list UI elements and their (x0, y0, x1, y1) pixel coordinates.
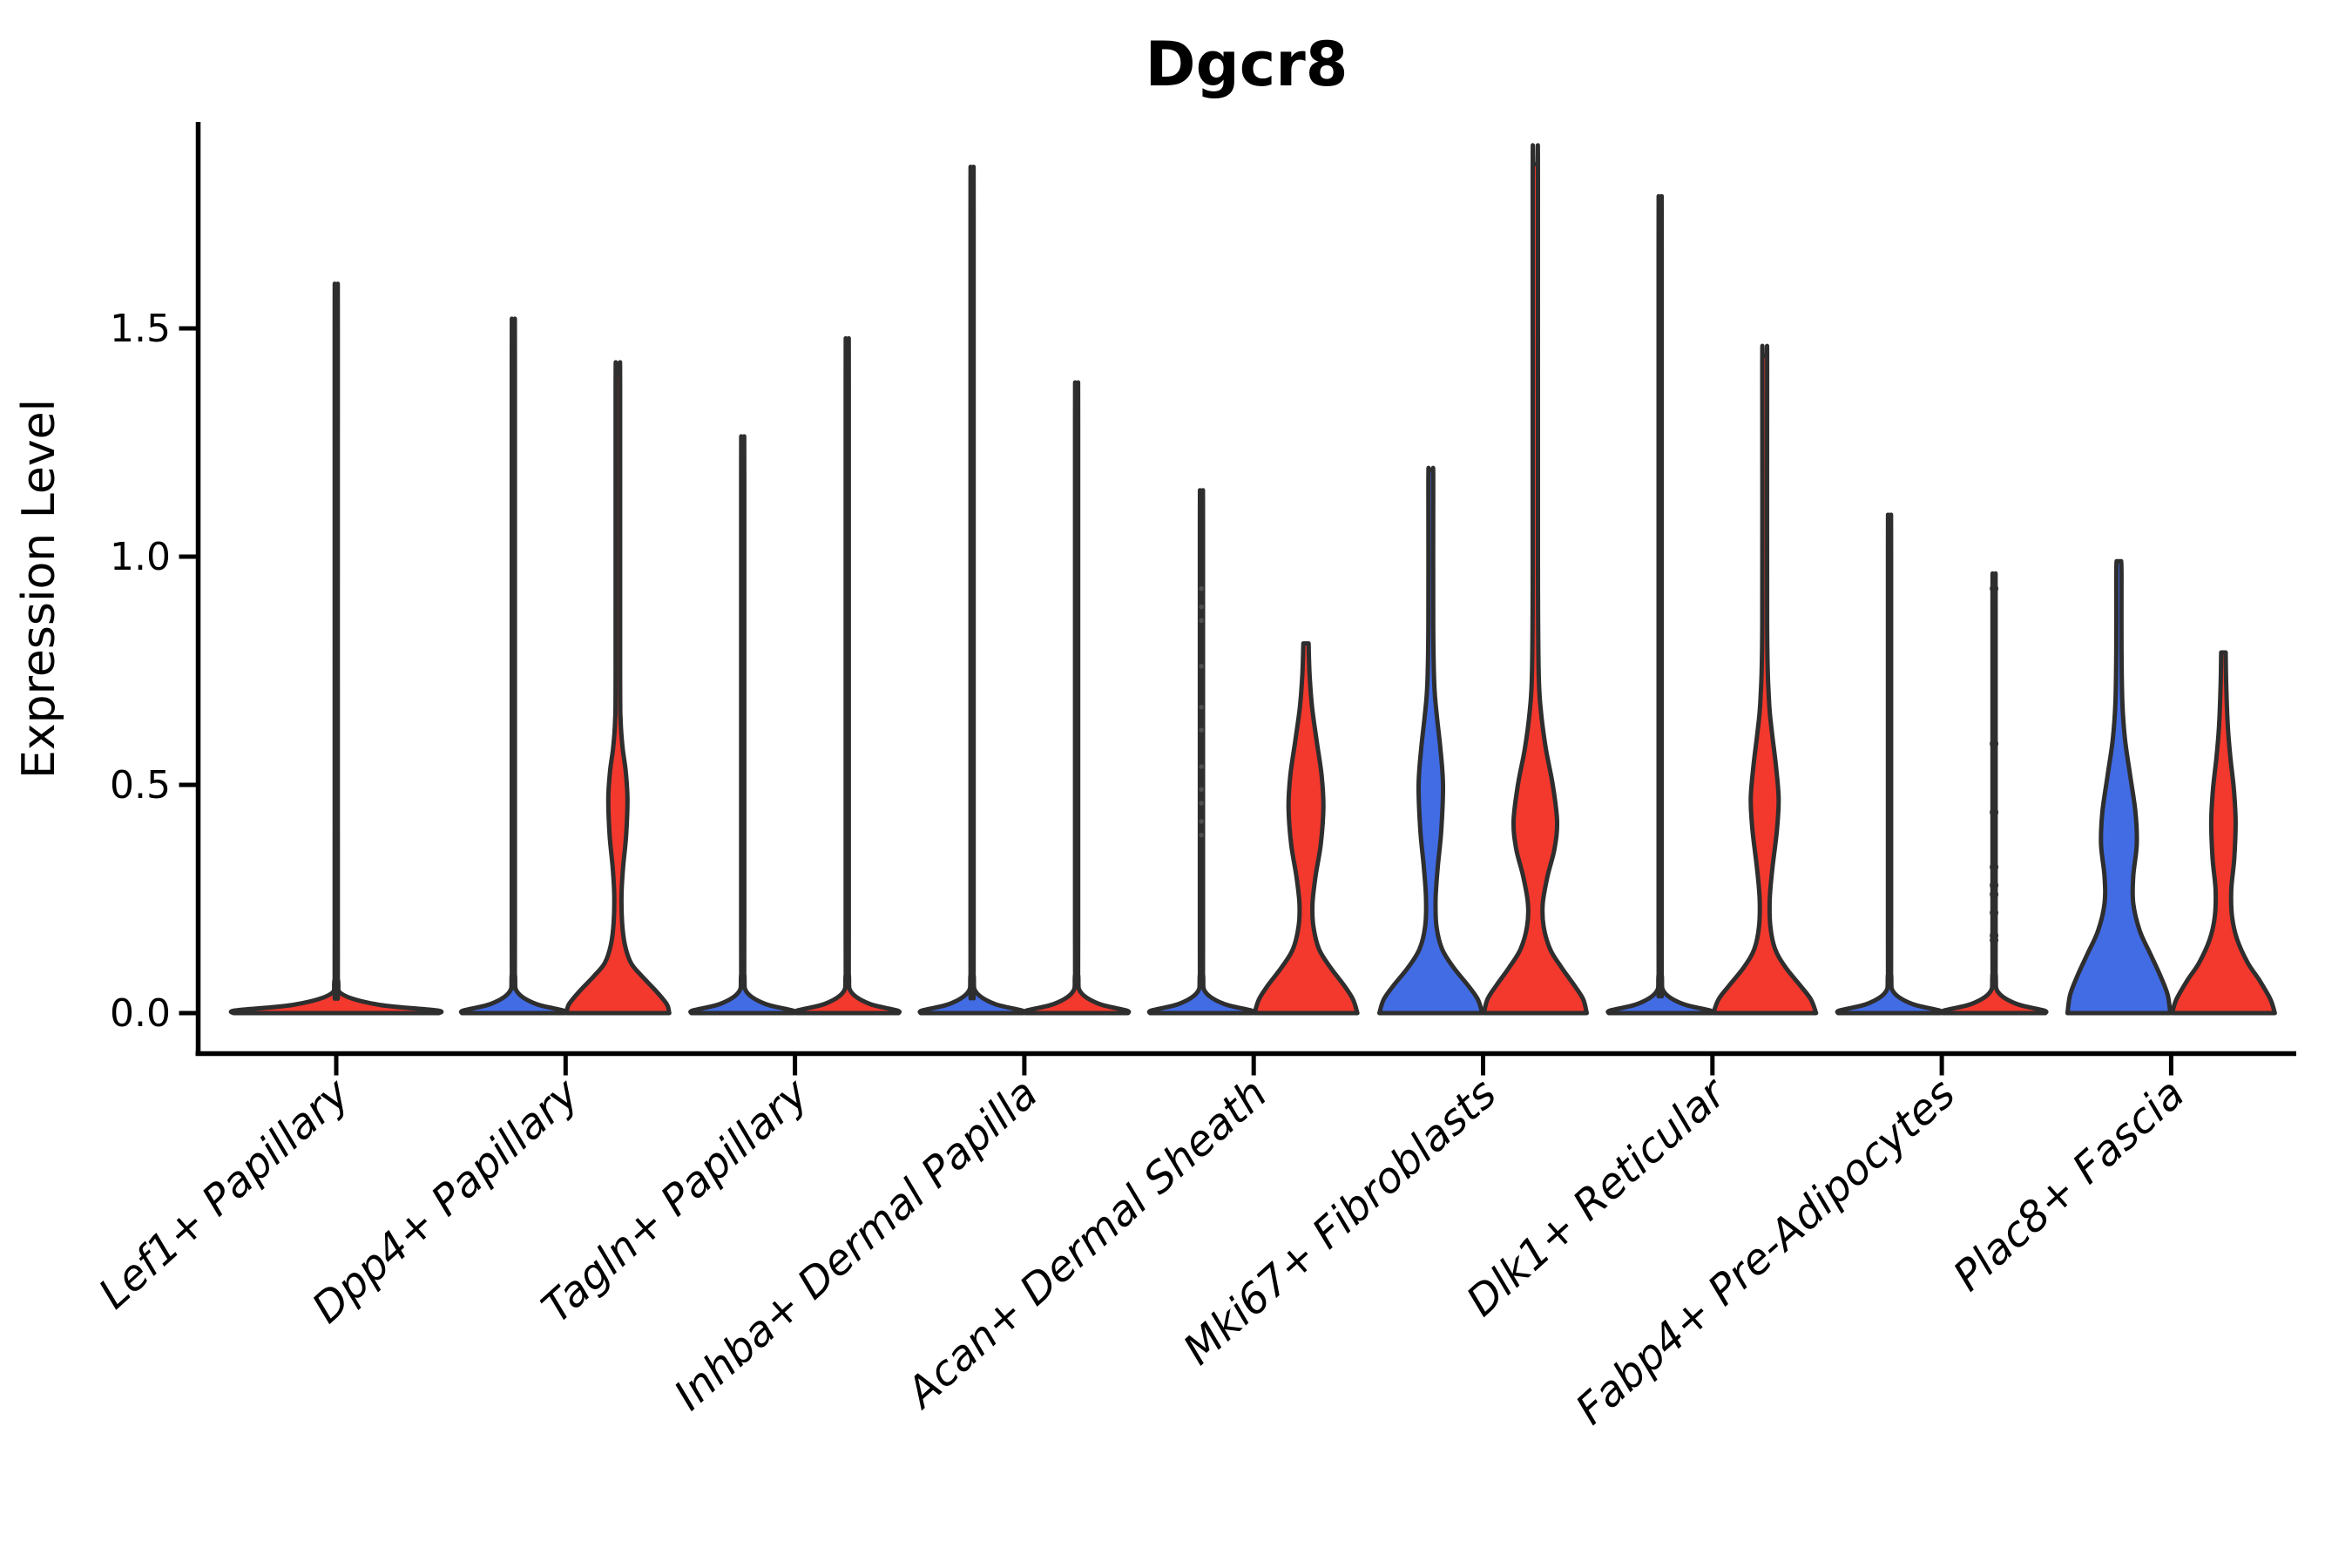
expression-point-faint (1199, 801, 1204, 806)
violin-tagln-papillary-right (793, 336, 902, 1016)
expression-point-faint (1199, 705, 1204, 710)
expression-point (1990, 908, 1999, 917)
expression-point-faint (1199, 604, 1204, 610)
y-axis-tick-label: 1.0 (110, 535, 171, 579)
expression-point-faint (1199, 819, 1204, 824)
violin-inhba-dermal-papilla-right (1022, 380, 1132, 1016)
violin-dlk1-reticular-left (1605, 193, 1715, 1016)
x-axis-tick-label-fabp4-pre-adipocytes: Fabp4+ Pre-Adipocytes (1566, 1069, 1964, 1434)
y-axis-tick-label: 0.0 (110, 991, 171, 1036)
expression-point-faint (1199, 663, 1204, 669)
expression-point-faint (1199, 787, 1204, 793)
y-axis-tick-label: 0.5 (110, 763, 171, 808)
expression-point (1990, 808, 1999, 817)
expression-point (1990, 739, 1999, 748)
violin-dpp4-papillary-right (564, 360, 672, 1016)
violin-inhba-dermal-papilla-left (917, 164, 1027, 1016)
violin-dlk1-reticular-right (1711, 343, 1819, 1016)
expression-point-faint (1199, 618, 1204, 624)
y-axis-label: Expression Level (13, 399, 65, 779)
x-axis-ticks (334, 1055, 2173, 1076)
violin-fabp4-pre-adipocytes-left (1835, 512, 1944, 1016)
expression-point (1990, 584, 1999, 593)
data-points-layer (1199, 584, 1999, 945)
expression-point (1990, 862, 1999, 872)
violin-acan-dermal-sheath-left (1146, 488, 1256, 1016)
expression-point-faint (1199, 585, 1204, 591)
violin-mki67-fibroblasts-right (1482, 143, 1589, 1016)
violin-plac8-fascia-right (2169, 650, 2277, 1016)
violin-mki67-fibroblasts-left (1377, 465, 1484, 1016)
expression-point (1990, 881, 1999, 890)
expression-point-faint (1199, 764, 1204, 769)
x-axis-tick-label-acan-dermal-sheath: Acan+ Dermal Sheath (896, 1069, 1276, 1418)
violins-layer (228, 143, 2277, 1016)
y-axis-ticks: 0.0 0.5 1.0 1.5 (110, 307, 199, 1036)
expression-point-faint (1199, 832, 1204, 838)
violin-plac8-fascia-left (2065, 558, 2173, 1016)
x-axis-tick-label-plac8-fascia: Plac8+ Fascia (1944, 1069, 2194, 1301)
y-axis-tick-label: 1.5 (110, 307, 171, 351)
expression-point-faint (1199, 727, 1204, 733)
violin-lef1-papillary-center (228, 281, 444, 1016)
violin-dpp4-papillary-left (458, 316, 568, 1016)
violin-tagln-papillary-left (688, 434, 798, 1016)
x-axis-tick-label-lef1-papillary: Lef1+ Papillary (90, 1069, 360, 1319)
expression-point (1990, 936, 1999, 945)
violin-fabp4-pre-adipocytes-right (1939, 571, 2049, 1016)
axis-spines (195, 122, 2296, 1057)
chart-title: Dgcr8 (1146, 29, 1348, 100)
x-axis-tick-label-inhba-dermal-papilla: Inhba+ Dermal Papilla (665, 1069, 1046, 1420)
expression-point (1990, 889, 1999, 899)
violin-acan-dermal-sheath-right (1252, 641, 1360, 1016)
